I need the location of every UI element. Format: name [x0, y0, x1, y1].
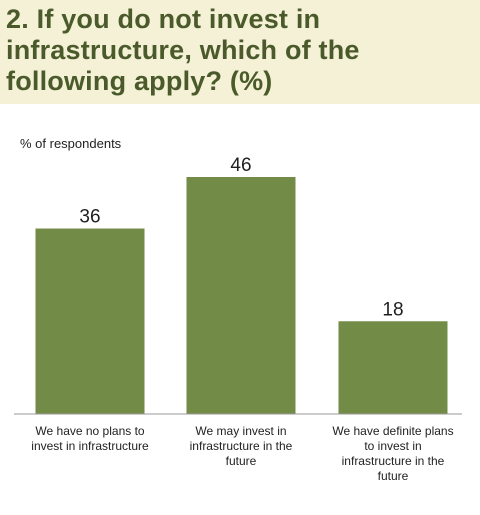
bars-group	[35, 177, 448, 414]
value-labels-group: 36 46 18	[79, 155, 403, 320]
bar-3	[338, 321, 448, 414]
bar-1	[35, 228, 145, 414]
category-label-3: We have definite plans to invest in infr…	[332, 424, 454, 483]
value-label-1: 36	[79, 207, 100, 228]
bar-2	[186, 177, 296, 414]
value-label-3: 18	[382, 299, 403, 320]
y-axis-label: % of respondents	[20, 136, 122, 151]
chart-title: 2. If you do not invest in infrastructur…	[6, 4, 360, 96]
category-label-1: We have no plans to invest in infrastruc…	[31, 424, 149, 453]
category-label-2: We may invest in infrastructure in the f…	[189, 424, 293, 468]
value-label-2: 46	[230, 155, 251, 176]
